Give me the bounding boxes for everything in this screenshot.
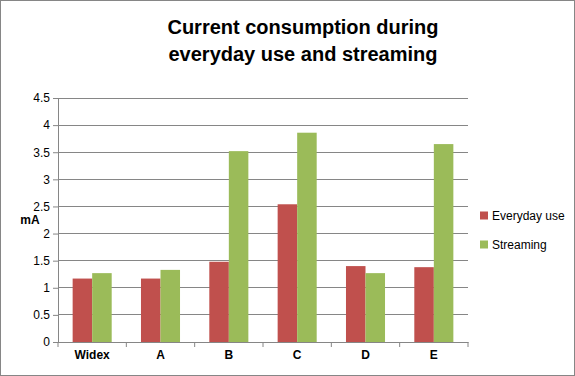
grid-line [58,152,468,153]
legend-label: Streaming [492,238,547,252]
y-tick-mark [53,206,58,207]
x-separator [263,342,264,347]
y-tick-mark [53,234,58,235]
x-tick-label: B [224,348,233,362]
bar [73,279,93,342]
bar [346,266,366,342]
x-separator [58,342,59,347]
y-tick-mark [53,125,58,126]
grid-line [58,206,468,207]
y-tick: 2 [43,227,58,241]
x-tick: D [361,342,370,362]
bar [278,204,298,342]
title: Current consumption duringeveryday use a… [167,16,438,65]
y-tick-mark [53,315,58,316]
y-tick-label: 1.5 [33,254,50,268]
chart-frame [1,1,575,376]
y-tick: 3 [43,173,58,187]
grid-line [58,314,468,315]
x-tick: C [293,342,302,362]
legend-swatch [480,212,488,220]
y-tick-label: 2 [43,227,50,241]
x-tick: E [430,342,438,362]
x-separator [194,342,195,347]
grid-line [58,287,468,288]
x-tick-label: C [293,348,302,362]
bar [209,262,229,342]
y-tick-label: 4 [43,118,50,132]
grid [58,98,468,342]
grid-line [58,179,468,180]
y-tick-label: 2.5 [33,200,50,214]
bars [73,133,454,342]
x-tick: Widex [75,342,111,362]
y-tick-label: 4.5 [33,91,50,105]
y-tick-mark [53,342,58,343]
y-tick-mark [53,179,58,180]
y-tick-mark [53,261,58,262]
y-tick-label: 0 [43,335,50,349]
bar [434,144,454,342]
y-axis-line [58,99,59,343]
legend-swatch [480,241,488,249]
bar [141,279,161,342]
grid-line [58,125,468,126]
y-tick-mark [53,98,58,99]
bar [366,273,386,342]
legend: Everyday use Streaming [480,209,565,252]
x-axis: Widex A B C D E [58,342,469,362]
x-separator [468,342,469,347]
x-tick-label: Widex [75,348,111,362]
x-separator [126,342,127,347]
chart: 0 0.5 1 1.5 2 2.5 3 3.5 4 4.5 Widex A B C D EmA Current … [0,0,575,376]
x-separator [331,342,332,347]
y-tick: 0 [43,335,58,349]
bar [414,267,434,342]
y-tick-label: 3.5 [33,146,50,160]
x-tick: A [156,342,165,362]
plot: 0 0.5 1 1.5 2 2.5 3 3.5 4 4.5 Widex A B C D E [33,91,468,361]
y-tick-mark [53,152,58,153]
y-tick: 4.5 [33,91,58,105]
x-separator [399,342,400,347]
y-axis-title: mA [20,213,40,227]
y-tick-label: 0.5 [33,308,50,322]
x-tick-label: E [430,348,438,362]
y-tick: 1.5 [33,254,58,268]
y-tick: 3.5 [33,146,58,160]
bar [229,151,249,342]
bar [297,133,317,342]
bar [92,273,112,342]
bar [161,270,181,342]
x-tick-label: A [156,348,165,362]
grid-line [58,98,468,99]
y-tick: 4 [43,118,58,132]
x-tick-label: D [361,348,370,362]
y-tick-label: 3 [43,173,50,187]
grid-line [58,233,468,234]
y-tick: 2.5 [33,200,58,214]
y-tick-label: 1 [43,281,50,295]
y-tick: 0.5 [33,308,58,322]
grid-line [58,260,468,261]
legend-label: Everyday use [492,209,565,223]
y-tick-mark [53,288,58,289]
x-tick: B [224,342,233,362]
y-tick: 1 [43,281,58,295]
